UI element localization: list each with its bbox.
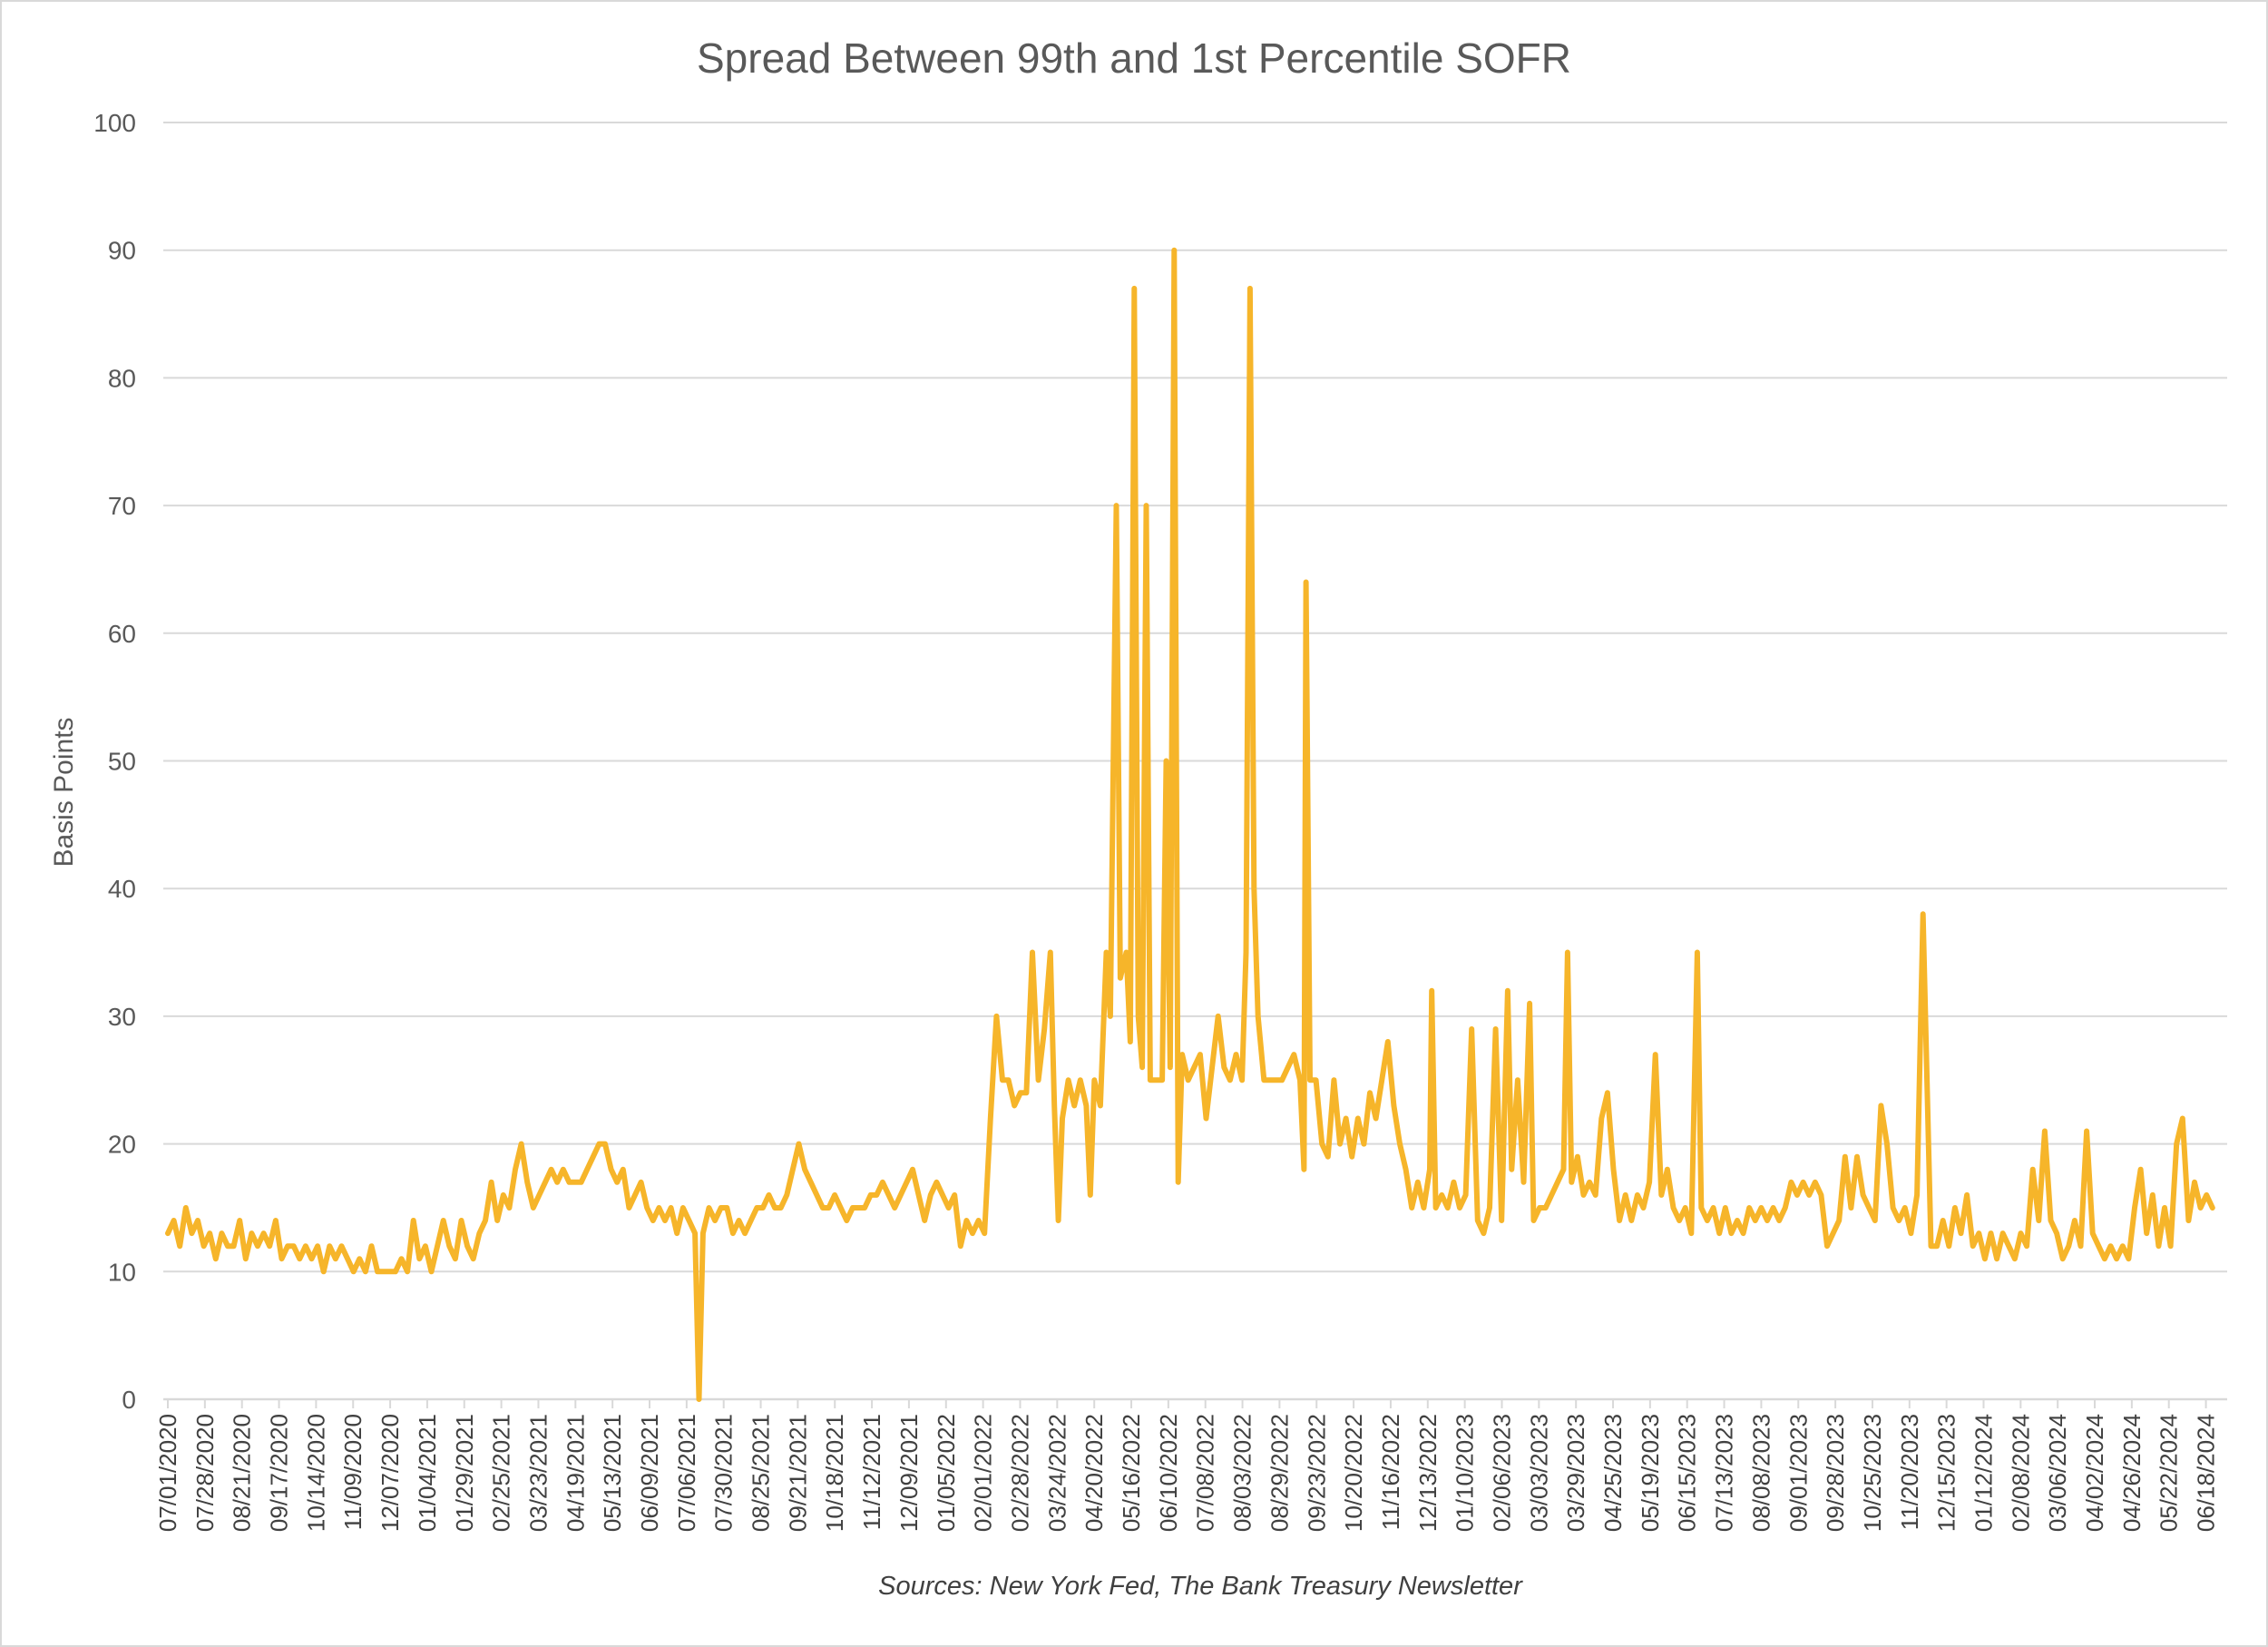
y-tick-label: 60 (108, 620, 136, 648)
x-tick-label: 07/30/2021 (710, 1414, 738, 1532)
x-tick-label: 05/13/2021 (599, 1414, 626, 1532)
x-tick-label: 07/06/2021 (673, 1414, 700, 1532)
x-tick-label: 12/09/2021 (895, 1414, 923, 1532)
x-tick-label: 08/29/2022 (1266, 1414, 1293, 1532)
x-tick-label: 01/05/2022 (933, 1414, 960, 1532)
x-tick-label: 03/29/2023 (1562, 1414, 1589, 1532)
x-tick-label: 04/26/2024 (2118, 1414, 2146, 1532)
x-tick-label: 08/08/2023 (1747, 1414, 1774, 1532)
x-tick-label: 06/09/2021 (636, 1414, 663, 1532)
x-tick-label: 04/19/2021 (562, 1414, 589, 1532)
x-tick-label: 03/24/2022 (1043, 1414, 1070, 1532)
series-layer (165, 247, 2215, 1402)
x-tick-label: 02/08/2024 (2007, 1414, 2034, 1532)
x-tick-label: 02/25/2021 (488, 1414, 515, 1532)
x-tick-label: 07/28/2020 (191, 1414, 219, 1532)
y-tick-label: 50 (108, 748, 136, 776)
x-tick-label: 04/25/2023 (1599, 1414, 1627, 1532)
x-tick-label: 08/03/2022 (1229, 1414, 1256, 1532)
x-tick-label: 09/23/2022 (1303, 1414, 1330, 1532)
series-line (165, 247, 2215, 1402)
x-tick-label: 01/29/2021 (451, 1414, 478, 1532)
x-tick-label: 10/14/2020 (302, 1414, 329, 1532)
x-tick-label: 01/04/2021 (414, 1414, 441, 1532)
x-tick-label: 04/20/2022 (1080, 1414, 1108, 1532)
x-tick-label: 02/01/2022 (970, 1414, 997, 1532)
x-tick-label: 01/10/2023 (1452, 1414, 1479, 1532)
source-note: Sources: New York Fed, The Bank Treasury… (878, 1572, 1523, 1601)
y-axis-ticks: 0 10 20 30 40 50 60 70 80 90 100 (93, 109, 136, 1414)
x-tick-label: 11/16/2022 (1377, 1414, 1404, 1530)
x-tick-label: 10/25/2023 (1859, 1414, 1886, 1532)
y-tick-label: 10 (108, 1258, 136, 1286)
y-tick-label: 90 (108, 237, 136, 265)
x-tick-label: 11/12/2021 (858, 1414, 885, 1530)
x-axis-ticks: 07/01/2020 07/28/2020 08/21/2020 09/17/2020… (154, 1399, 2220, 1532)
x-tick-label: 05/16/2022 (1118, 1414, 1145, 1532)
x-tick-label: 05/19/2023 (1637, 1414, 1664, 1532)
chart-title: Spread Between 99th and 1st Percentile S… (697, 34, 1571, 82)
y-tick-label: 20 (108, 1131, 136, 1159)
x-tick-label: 03/23/2021 (524, 1414, 552, 1532)
x-tick-label: 03/06/2024 (2044, 1414, 2071, 1532)
y-tick-label: 70 (108, 492, 136, 520)
y-tick-label: 30 (108, 1003, 136, 1031)
y-tick-label: 40 (108, 875, 136, 903)
x-tick-label: 09/17/2020 (266, 1414, 293, 1532)
x-tick-label: 02/06/2023 (1488, 1414, 1515, 1532)
x-tick-label: 09/01/2023 (1784, 1414, 1812, 1532)
gridlines (163, 122, 2227, 1401)
x-tick-label: 02/28/2022 (1006, 1414, 1033, 1532)
x-tick-label: 08/25/2021 (748, 1414, 775, 1532)
x-tick-label: 04/02/2024 (2081, 1414, 2108, 1532)
x-tick-label: 12/15/2023 (1933, 1414, 1960, 1532)
x-tick-label: 12/07/2020 (376, 1414, 404, 1532)
x-tick-label: 06/10/2022 (1155, 1414, 1182, 1532)
x-tick-label: 06/15/2023 (1674, 1414, 1701, 1532)
y-tick-label: 80 (108, 364, 136, 392)
x-tick-label: 06/18/2024 (2193, 1414, 2220, 1532)
y-tick-label: 0 (122, 1386, 136, 1414)
x-tick-label: 01/12/2024 (1970, 1414, 1997, 1532)
x-tick-label: 10/18/2021 (821, 1414, 848, 1532)
x-tick-label: 11/09/2020 (339, 1414, 367, 1530)
x-tick-label: 07/13/2023 (1711, 1414, 1738, 1532)
x-tick-label: 03/03/2023 (1525, 1414, 1552, 1532)
x-tick-label: 10/20/2022 (1340, 1414, 1367, 1532)
x-tick-label: 07/01/2020 (154, 1414, 181, 1532)
x-tick-label: 11/20/2023 (1896, 1414, 1923, 1530)
x-tick-label: 07/08/2022 (1192, 1414, 1219, 1532)
x-tick-label: 05/22/2024 (2156, 1414, 2183, 1532)
y-axis-label: Basis Points (49, 717, 79, 867)
x-tick-label: 12/13/2022 (1414, 1414, 1442, 1532)
x-tick-label: 09/21/2021 (784, 1414, 811, 1532)
x-tick-label: 09/28/2023 (1822, 1414, 1849, 1532)
y-tick-label: 100 (93, 109, 136, 137)
x-tick-label: 08/21/2020 (229, 1414, 256, 1532)
